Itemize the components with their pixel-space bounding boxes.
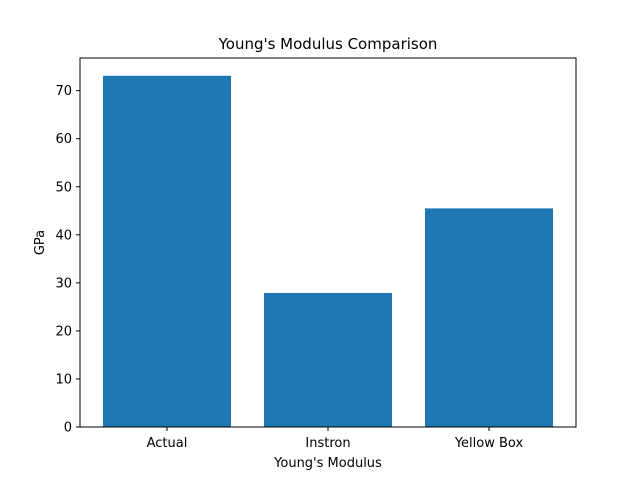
y-axis-ticks: 0 10 20 30 40 50 60 70 — [55, 84, 80, 436]
y-tick-label: 70 — [55, 84, 72, 99]
y-tick-label: 50 — [55, 180, 72, 195]
chart-title: Young's Modulus Comparison — [218, 35, 438, 53]
y-tick-label: 10 — [55, 372, 72, 387]
y-tick-label: 60 — [55, 132, 72, 147]
x-tick-label: Yellow Box — [454, 436, 524, 451]
bar-yellow-box — [425, 208, 553, 427]
y-tick-label: 20 — [55, 324, 72, 339]
bars-layer — [103, 75, 553, 427]
x-axis-ticks: Actual Instron Yellow Box — [147, 427, 524, 451]
plot-frame — [79, 57, 577, 428]
y-axis-label: GPa — [33, 230, 48, 255]
y-tick-label: 40 — [55, 228, 72, 243]
y-tick-label: 30 — [55, 276, 72, 291]
x-axis-label: Young's Modulus — [273, 456, 382, 471]
y-tick-label: 0 — [64, 421, 72, 436]
x-tick-label: Actual — [147, 436, 188, 451]
bar-actual — [103, 75, 231, 427]
bar-instron — [264, 292, 392, 427]
x-tick-label: Instron — [305, 436, 350, 451]
